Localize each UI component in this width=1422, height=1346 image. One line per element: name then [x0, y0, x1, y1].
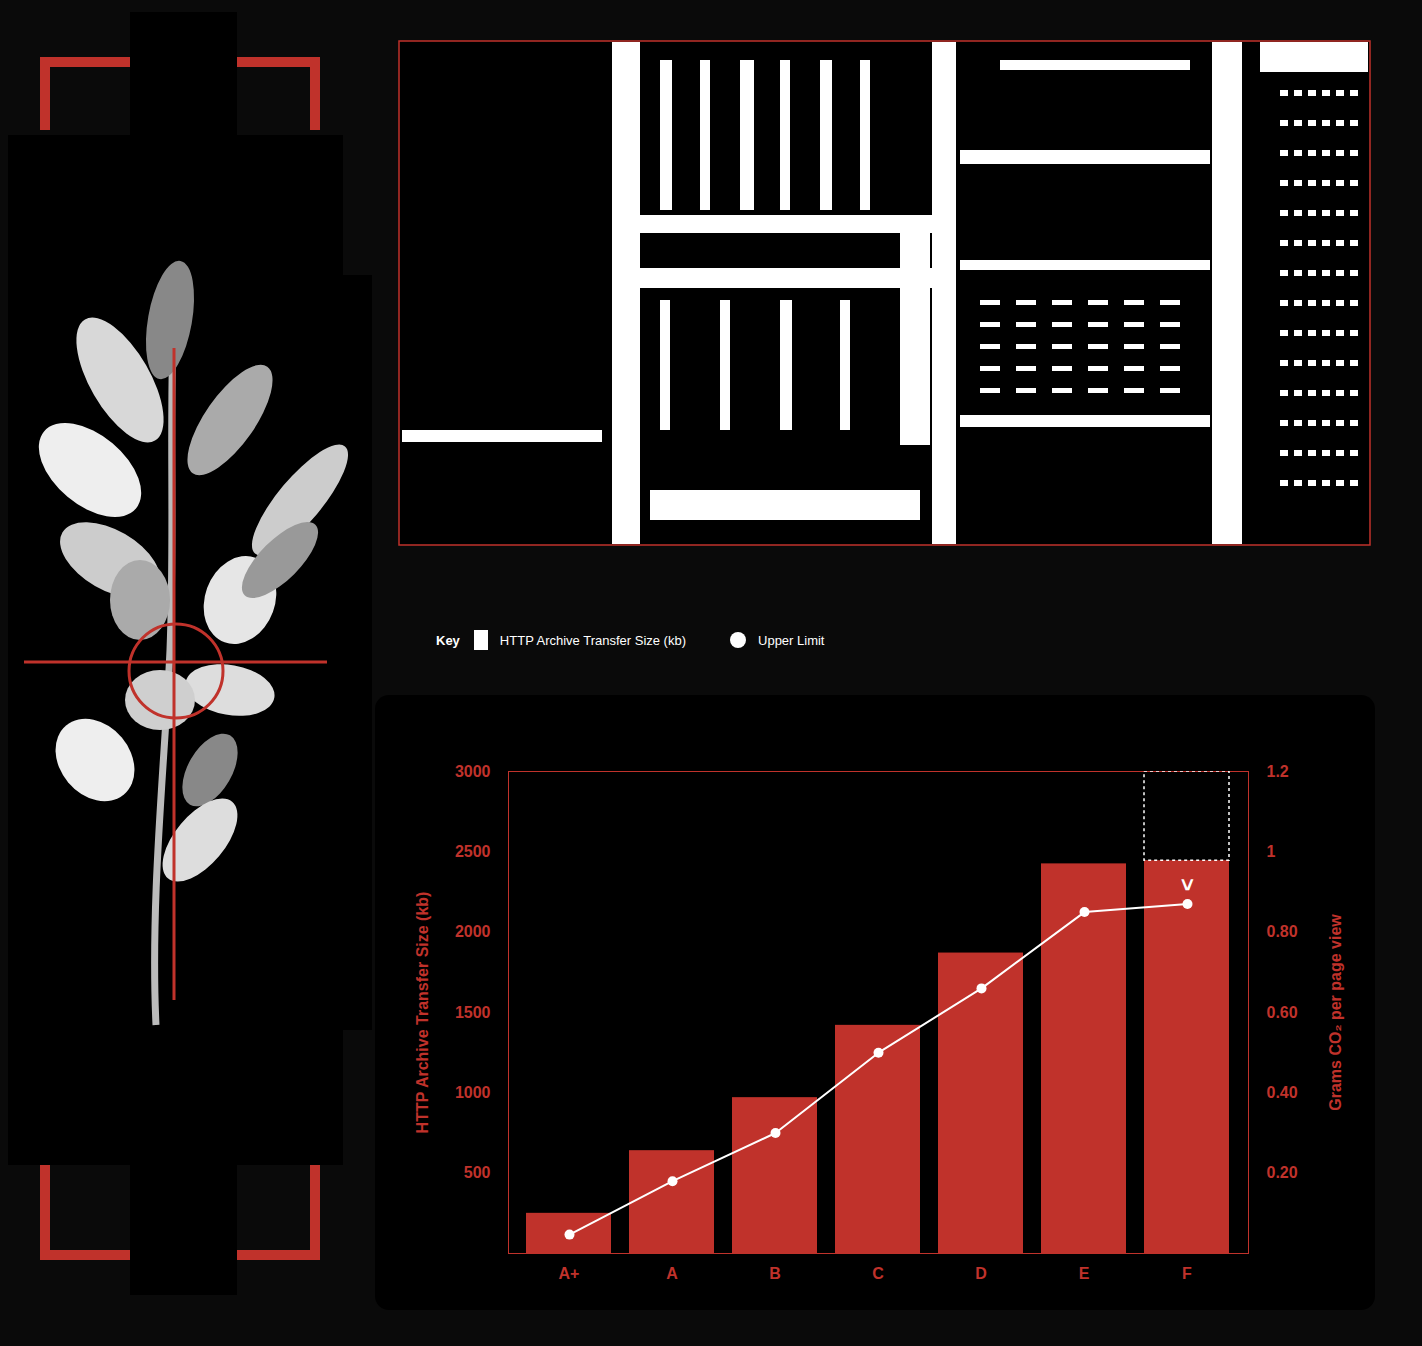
html-text:Upper Limit: Upper Limit: [758, 632, 825, 648]
svg-text:A+: A+: [559, 1265, 580, 1282]
svg-text:3000: 3000: [455, 763, 491, 780]
svg-text:0.80: 0.80: [1267, 923, 1298, 940]
svg-text:E: E: [1079, 1265, 1090, 1282]
svg-text:HTTP Archive Transfer Size (kb: HTTP Archive Transfer Size (kb): [414, 892, 431, 1134]
svg-text:>: >: [1175, 878, 1200, 891]
svg-text:2000: 2000: [455, 923, 491, 940]
svg-text:Grams CO₂ per page view: Grams CO₂ per page view: [1327, 914, 1344, 1111]
svg-text:D: D: [975, 1265, 987, 1282]
svg-text:B: B: [769, 1265, 781, 1282]
svg-text:F: F: [1182, 1265, 1192, 1282]
svg-text:1000: 1000: [455, 1084, 491, 1101]
html-text:HTTP Archive Transfer Size (kb: HTTP Archive Transfer Size (kb): [499, 632, 686, 648]
svg-text:1: 1: [1267, 843, 1276, 860]
svg-text:1500: 1500: [455, 1004, 491, 1021]
svg-text:0.20: 0.20: [1267, 1164, 1298, 1181]
svg-text:0.60: 0.60: [1267, 1004, 1298, 1021]
svg-text:500: 500: [464, 1164, 491, 1181]
svg-text:0.40: 0.40: [1267, 1084, 1298, 1101]
svg-text:C: C: [872, 1265, 884, 1282]
svg-text:1.2: 1.2: [1267, 763, 1289, 780]
svg-text:A: A: [666, 1265, 678, 1282]
svg-text:2500: 2500: [455, 843, 491, 860]
html-text:Key: Key: [436, 632, 460, 648]
